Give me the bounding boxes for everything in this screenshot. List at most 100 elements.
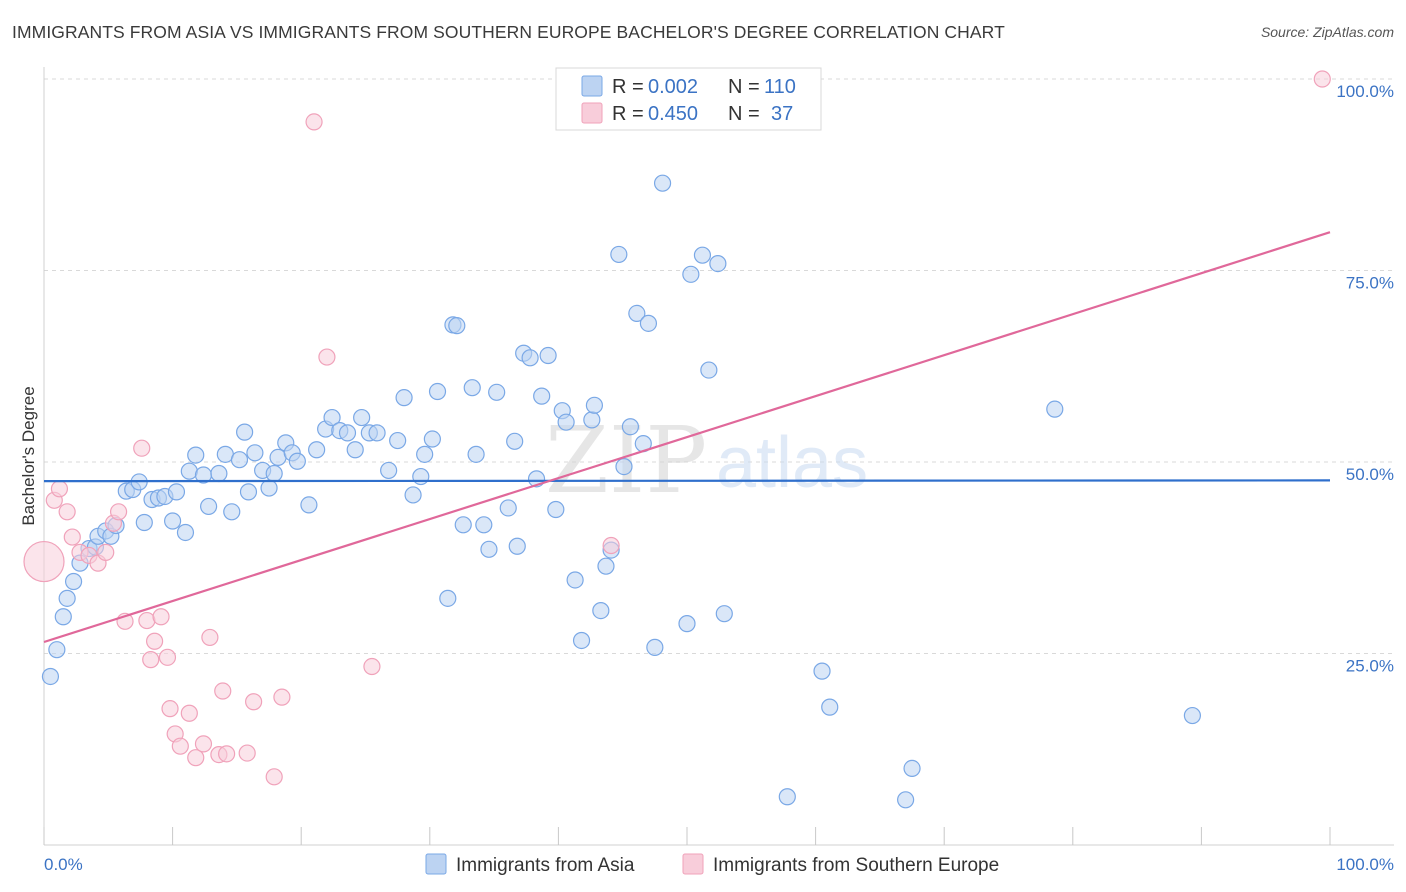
point-southern-europe xyxy=(201,628,219,647)
point-asia xyxy=(308,441,326,459)
point-southern-europe xyxy=(133,439,151,457)
point-asia xyxy=(646,638,664,656)
point-southern-europe xyxy=(1313,70,1331,88)
point-asia xyxy=(475,516,493,534)
point-asia xyxy=(187,446,205,464)
point-asia xyxy=(265,464,283,483)
point-asia xyxy=(700,361,718,379)
stats-n-label-asia: N = xyxy=(728,76,760,98)
point-asia xyxy=(467,445,485,463)
point-asia xyxy=(508,537,526,555)
point-asia xyxy=(897,791,915,809)
data-points xyxy=(23,70,1331,809)
point-southern-europe xyxy=(145,632,164,650)
point-southern-europe xyxy=(23,540,65,583)
point-asia xyxy=(439,589,457,607)
series-legend: Immigrants from Asia Immigrants from Sou… xyxy=(425,853,999,876)
stats-r-value-southern-europe: 0.450 xyxy=(648,103,698,125)
point-southern-europe xyxy=(97,543,115,561)
stats-n-label-southern-europe: N = xyxy=(728,103,760,125)
point-asia xyxy=(200,497,218,516)
point-asia xyxy=(585,396,604,414)
legend-swatch-asia xyxy=(425,853,447,875)
point-asia xyxy=(1046,400,1064,418)
point-asia xyxy=(404,486,422,504)
point-asia xyxy=(167,483,186,501)
point-asia xyxy=(566,571,584,589)
point-asia xyxy=(1183,706,1201,725)
point-asia xyxy=(236,423,254,441)
point-asia xyxy=(480,540,498,558)
point-asia xyxy=(64,572,83,591)
point-asia xyxy=(428,382,447,401)
point-southern-europe xyxy=(273,688,291,706)
point-southern-europe xyxy=(218,745,236,763)
point-southern-europe xyxy=(305,113,323,131)
point-asia xyxy=(572,631,591,650)
trend-lines xyxy=(43,231,1331,644)
point-asia xyxy=(709,255,727,273)
point-asia xyxy=(338,424,357,442)
point-asia xyxy=(260,479,278,497)
point-southern-europe xyxy=(238,744,256,762)
svg-text:R = 0.450 N =: R = 0.450 N = 37 xyxy=(612,103,793,125)
legend-label-southern-europe: Immigrants from Southern Europe xyxy=(713,855,999,876)
point-asia xyxy=(346,441,364,459)
point-southern-europe xyxy=(50,480,69,498)
point-asia xyxy=(821,698,839,716)
stats-swatch-southern-europe xyxy=(581,102,603,124)
point-southern-europe xyxy=(109,503,128,521)
axes xyxy=(43,67,1394,846)
point-asia xyxy=(288,452,306,470)
y-tick-label-25: 25.0% xyxy=(1346,657,1394,676)
point-asia xyxy=(547,500,565,519)
y-axis-label: Bachelor's Degree xyxy=(19,386,38,525)
point-asia xyxy=(610,245,628,264)
point-asia xyxy=(693,246,712,264)
point-asia xyxy=(653,174,672,192)
point-asia xyxy=(210,464,228,483)
stats-r-label-asia: R = xyxy=(612,76,644,98)
point-asia xyxy=(395,389,413,407)
point-asia xyxy=(48,641,66,659)
point-asia xyxy=(499,499,517,517)
stats-legend: R = 0.002 N = 110 R = 0.450 N = 37 xyxy=(555,67,822,131)
point-asia xyxy=(368,424,386,442)
point-asia xyxy=(353,408,371,427)
stats-r-value-asia: 0.002 xyxy=(648,76,698,98)
point-southern-europe xyxy=(265,768,283,786)
point-southern-europe xyxy=(187,749,205,767)
point-asia xyxy=(380,461,398,480)
trend-line-asia xyxy=(43,479,1331,483)
x-tick-label-max: 100.0% xyxy=(1336,855,1394,874)
point-asia xyxy=(58,589,76,607)
point-asia xyxy=(54,608,72,626)
point-asia xyxy=(639,314,658,332)
x-tick-label-min: 0.0% xyxy=(44,855,83,874)
point-asia xyxy=(180,462,198,480)
point-asia xyxy=(416,445,434,463)
stats-n-value-southern-europe: 37 xyxy=(771,103,793,125)
point-asia xyxy=(389,431,407,450)
point-asia xyxy=(223,503,241,521)
point-asia xyxy=(678,615,696,633)
point-southern-europe xyxy=(363,657,381,676)
point-asia xyxy=(41,667,60,686)
source-credit: Source: ZipAtlas.com xyxy=(1260,24,1394,40)
point-southern-europe xyxy=(138,611,156,630)
y-tick-labels: 25.0% 50.0% 75.0% 100.0% xyxy=(1336,82,1394,676)
point-asia xyxy=(423,430,441,448)
point-asia xyxy=(300,496,318,514)
point-asia xyxy=(323,408,341,427)
point-southern-europe xyxy=(171,737,189,755)
y-tick-label-100: 100.0% xyxy=(1336,82,1394,101)
point-southern-europe xyxy=(161,700,179,718)
svg-text:R = 0.002 N =: R = 0.002 N = 110 xyxy=(612,76,796,98)
point-southern-europe xyxy=(158,648,177,666)
legend-label-asia: Immigrants from Asia xyxy=(456,855,635,876)
point-asia xyxy=(269,448,287,467)
y-tick-label-50: 50.0% xyxy=(1346,465,1394,484)
point-asia xyxy=(682,265,700,283)
point-asia xyxy=(813,662,831,680)
legend-swatch-southern-europe xyxy=(682,853,704,875)
